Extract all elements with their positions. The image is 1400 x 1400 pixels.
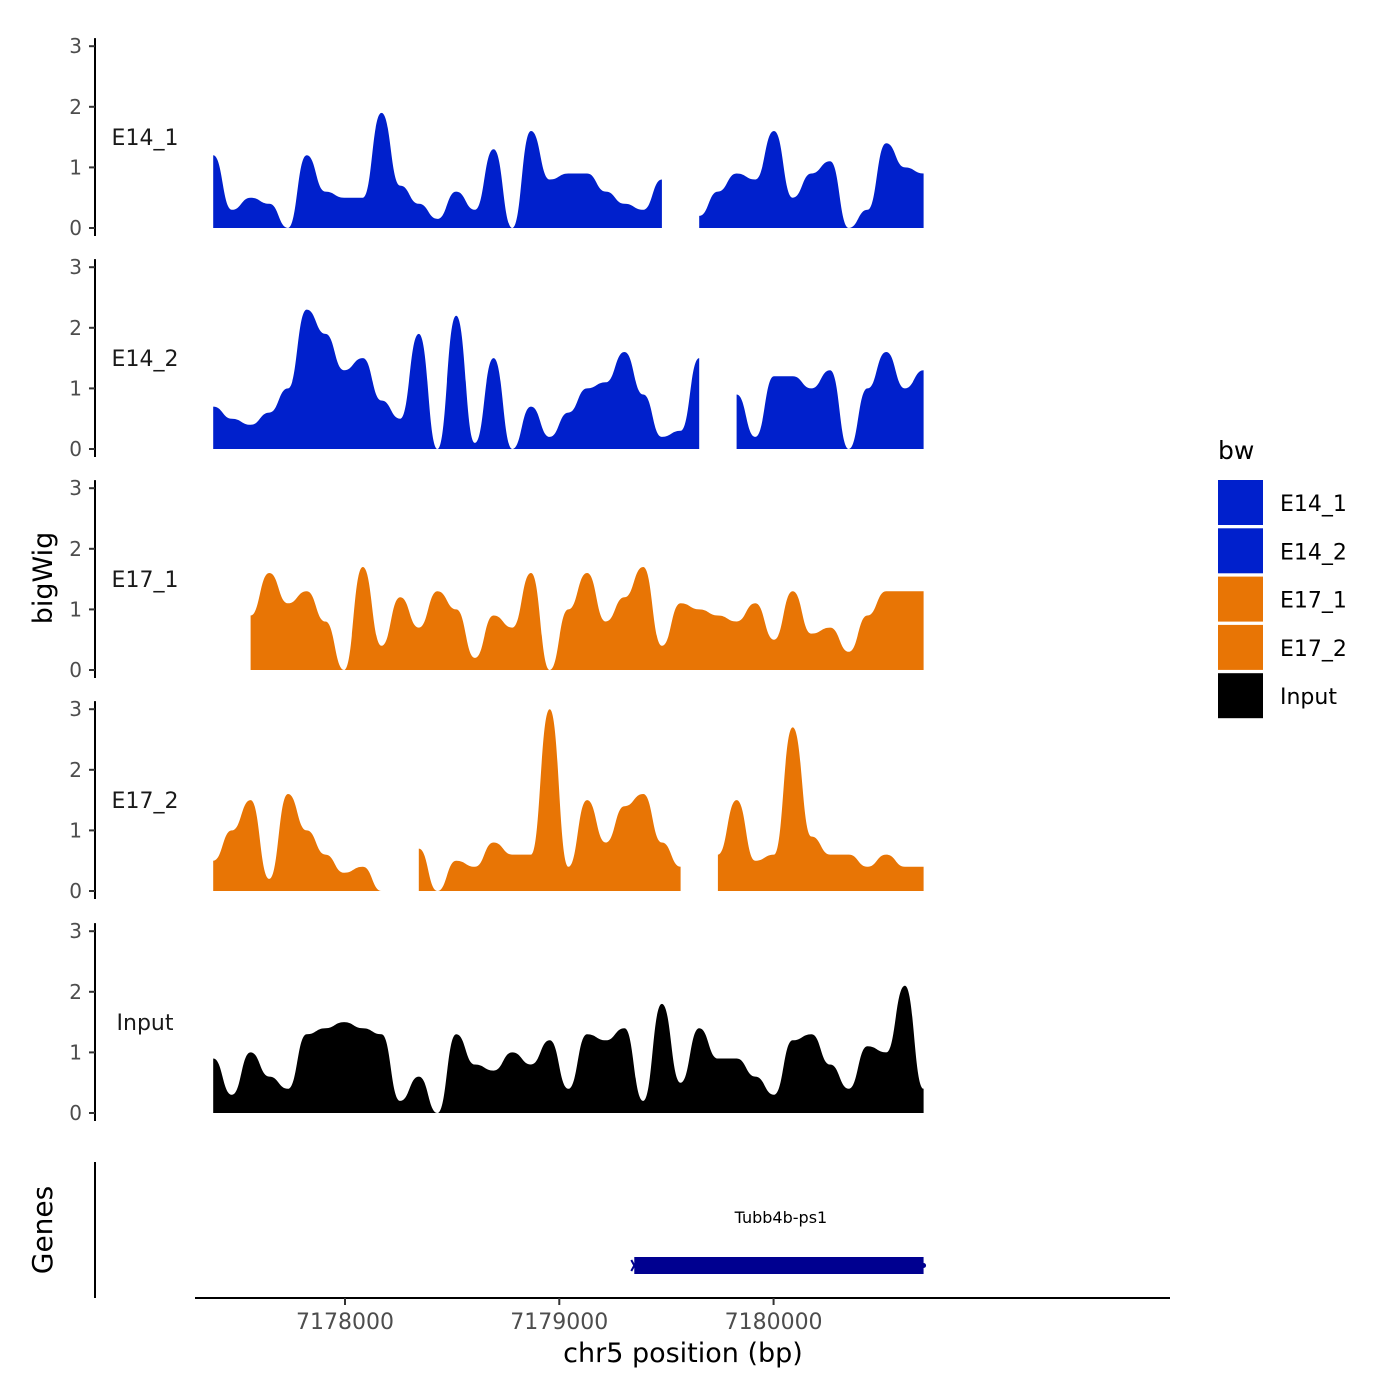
y-tick-label: 2: [69, 980, 82, 1004]
y-tick-label: 0: [69, 879, 82, 903]
legend-swatch: [1218, 480, 1263, 525]
signal-area: [213, 985, 924, 1113]
legend-label: E17_2: [1280, 637, 1347, 662]
x-tick-label: 7178000: [296, 1310, 394, 1335]
y-tick-label: 2: [69, 758, 82, 782]
track-E14_2: 0 1 2 3 E14_2: [69, 255, 924, 461]
signal-area: [699, 131, 924, 228]
x-tick-label: 7180000: [725, 1310, 823, 1335]
y-tick-label: 2: [69, 537, 82, 561]
track-label: Input: [117, 1011, 174, 1036]
y-tick-label: 0: [69, 437, 82, 461]
legend-swatch: [1218, 576, 1263, 622]
signal-area: [250, 567, 924, 670]
x-ticks: 7178000 7179000 7180000: [296, 1298, 823, 1335]
gene-marks: Tubb4b-ps1: [630, 1208, 927, 1274]
genes-label: Genes: [26, 1186, 59, 1274]
signal-area: [717, 727, 924, 891]
track-E14_1: 0 1 2 3 E14_1: [69, 34, 924, 240]
y-tick-label: 3: [69, 255, 82, 279]
y-tick-label: 0: [69, 1101, 82, 1125]
y-tick-label: 2: [69, 316, 82, 340]
tracks: 0 1 2 3 E14_1 0 1 2 3 E14_2 0 1 2 3 E17_1 0 1 2 3 E17_2 0 1 2 3…: [69, 34, 924, 1125]
track-E17_1: 0 1 2 3 E17_1: [69, 476, 924, 682]
y-tick-label: 3: [69, 919, 82, 943]
x-tick-label: 7179000: [510, 1310, 608, 1335]
track-label: E14_2: [112, 347, 179, 372]
track-Input: 0 1 2 3 Input: [69, 919, 924, 1125]
y-tick-label: 1: [69, 818, 82, 842]
signal-area: [736, 352, 924, 449]
y-tick-label: 1: [69, 597, 82, 621]
y-tick-label: 3: [69, 34, 82, 58]
y-tick-label: 2: [69, 95, 82, 119]
track-label: E14_1: [112, 126, 179, 151]
signal-area: [418, 709, 681, 891]
legend-items: E14_1 E14_2 E17_1 E17_2 Input: [1218, 480, 1347, 719]
y-tick-label: 0: [69, 216, 82, 240]
x-axis-title: chr5 position (bp): [563, 1338, 803, 1369]
track-label: E17_2: [112, 789, 179, 814]
gene-strand-marker: [630, 1259, 639, 1272]
legend-label: E14_2: [1280, 540, 1347, 565]
y-axis-title: bigWig: [28, 532, 59, 625]
y-tick-label: 1: [69, 155, 82, 179]
gene-end-marker: [921, 1263, 927, 1268]
track-label: E17_1: [112, 568, 179, 593]
y-tick-label: 1: [69, 1040, 82, 1064]
legend: bw E14_1 E14_2 E17_1 E17_2 Input: [1218, 436, 1347, 719]
gene-track: Genes Tubb4b-ps1: [26, 1162, 927, 1298]
legend-title: bw: [1218, 436, 1254, 465]
x-axis: 7178000 7179000 7180000 chr5 position (bp): [195, 1297, 1170, 1369]
y-tick-label: 3: [69, 476, 82, 500]
legend-label: E17_1: [1280, 589, 1347, 614]
legend-swatch: [1218, 624, 1263, 670]
y-tick-label: 3: [69, 697, 82, 721]
y-tick-label: 0: [69, 658, 82, 682]
signal-area: [213, 794, 382, 891]
track-E17_2: 0 1 2 3 E17_2: [69, 697, 924, 903]
gene-body: [634, 1257, 924, 1274]
legend-swatch: [1218, 528, 1263, 574]
gene-name: Tubb4b-ps1: [734, 1208, 828, 1227]
legend-label: Input: [1280, 685, 1337, 710]
y-tick-label: 1: [69, 376, 82, 400]
signal-area: [213, 309, 700, 449]
legend-swatch: [1218, 673, 1263, 719]
legend-label: E14_1: [1280, 492, 1347, 517]
signal-area: [213, 112, 662, 228]
